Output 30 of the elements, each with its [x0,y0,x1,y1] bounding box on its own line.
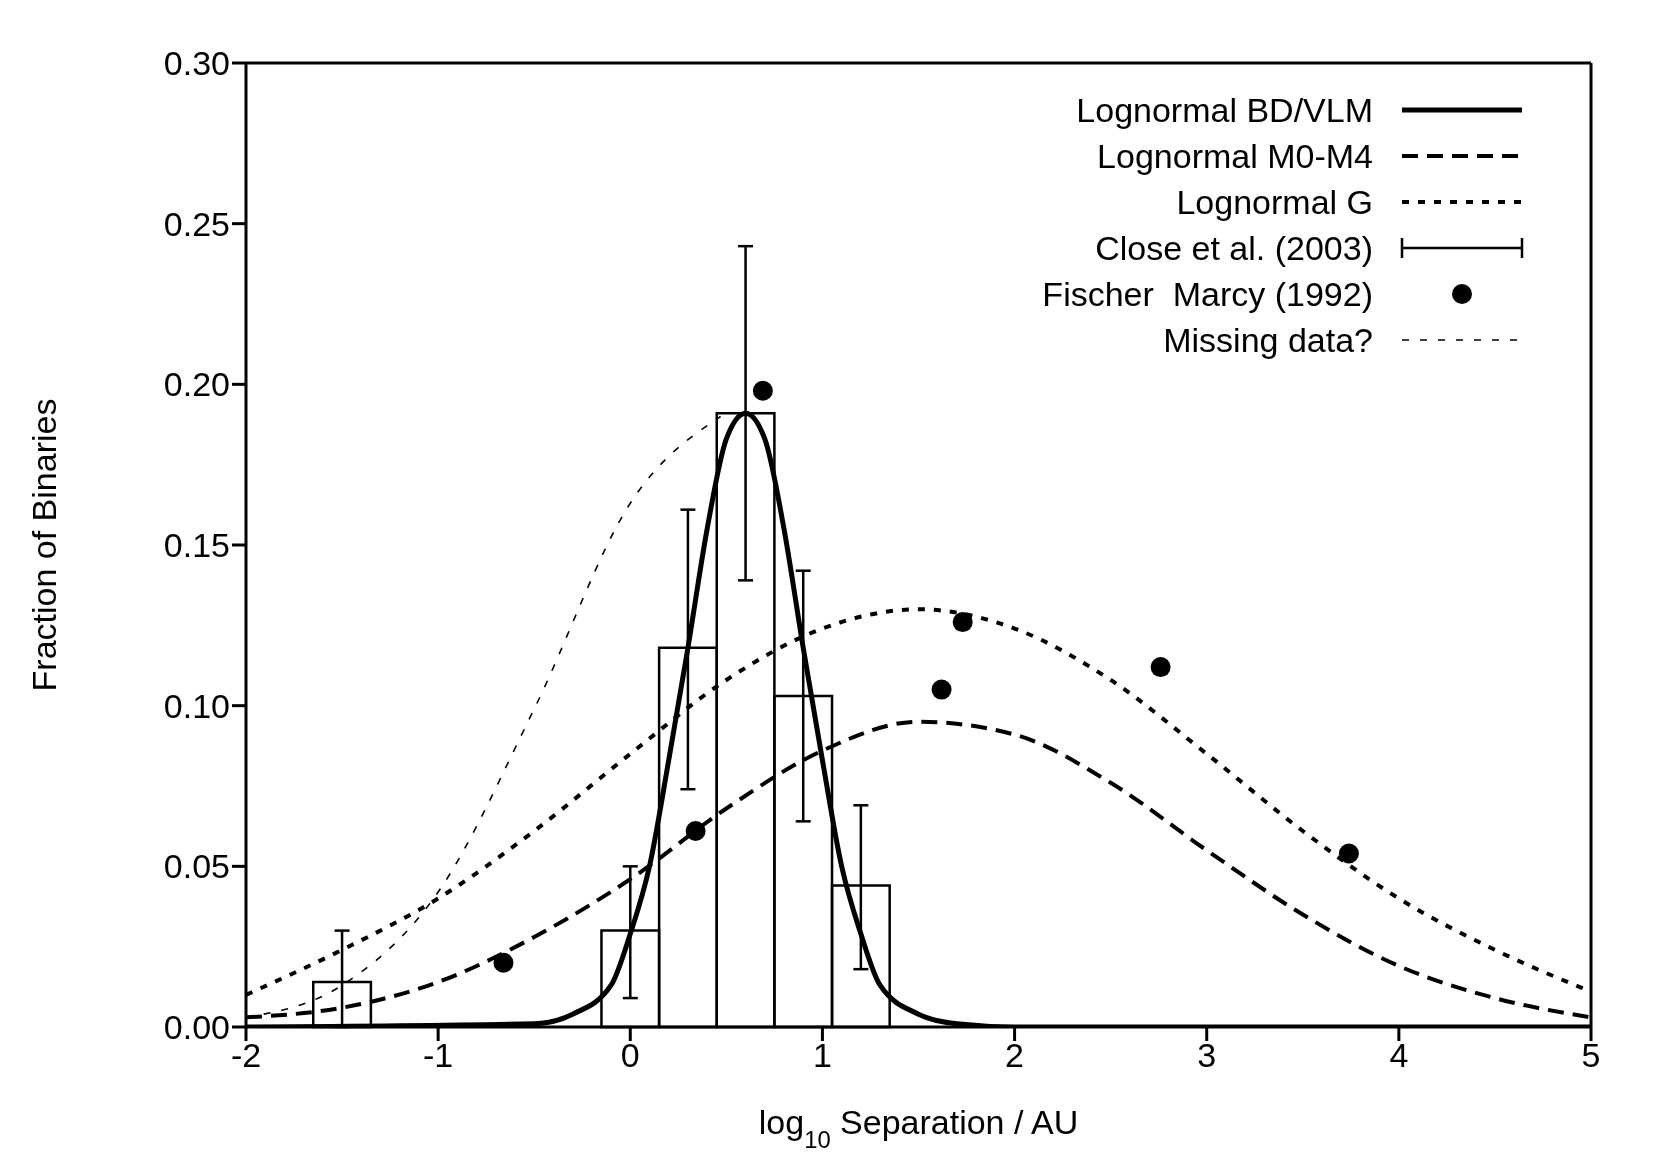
x-tick-label: 5 [1581,1036,1601,1075]
point [493,952,514,973]
y-tick-label: 0.20 [163,365,230,404]
x-tick-label: 3 [1197,1036,1217,1075]
x-tick-label: 2 [1005,1036,1025,1075]
y-tick-label: 0.25 [163,204,230,243]
legend-label: Close et al. (2003) [1095,228,1373,269]
point [931,679,952,700]
legend-label: Fischer Marcy (1992) [1042,274,1373,315]
legend-label: Lognormal G [1176,182,1373,223]
point [1338,843,1359,864]
point [685,820,706,841]
legend-label: Lognormal BD/VLM [1076,90,1373,131]
legend-label: Lognormal M0-M4 [1097,136,1373,177]
y-tick-label: 0.15 [163,526,230,565]
x-tick-label: -1 [423,1036,454,1075]
point [1150,657,1171,678]
x-tick-label: 1 [812,1036,832,1075]
x-axis-title: log$_{10}$ Separation / AU [758,1103,1079,1153]
y-tick-label: 0.10 [163,686,230,725]
y-axis-title: Fraction of Binaries [25,398,63,692]
point [752,380,773,401]
y-tick-label: 0.00 [163,1008,230,1047]
x-tick-label: -2 [230,1036,262,1075]
legend-label: Missing data? [1163,320,1373,361]
y-tick-label: 0.05 [163,847,230,886]
point [952,612,973,633]
x-tick-label: 4 [1389,1036,1409,1075]
x-tick-label: 0 [620,1036,640,1075]
y-tick-label: 0.30 [163,44,230,83]
